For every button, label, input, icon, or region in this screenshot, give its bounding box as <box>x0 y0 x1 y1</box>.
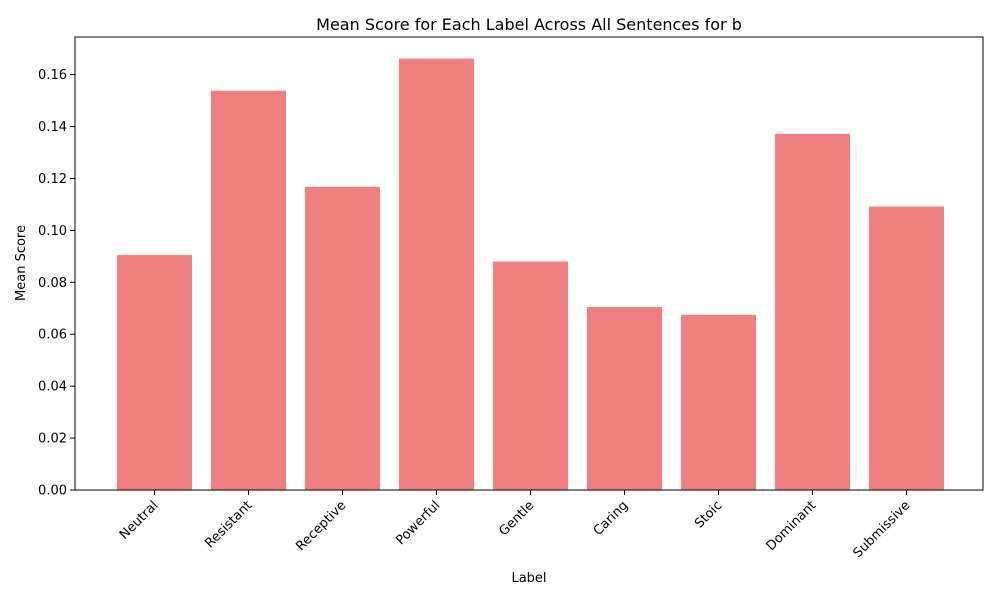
x-tick-label: Receptive <box>293 498 349 554</box>
y-tick-label: 0.14 <box>38 120 67 135</box>
y-tick-label: 0.06 <box>38 328 67 343</box>
x-axis-label: Label <box>511 571 546 586</box>
x-tick-label: Caring <box>591 498 632 539</box>
bars-group <box>117 58 944 491</box>
bar-stoic <box>681 314 756 490</box>
y-tick-label: 0.02 <box>38 432 67 447</box>
chart-title: Mean Score for Each Label Across All Sen… <box>316 15 742 34</box>
y-tick-label: 0.16 <box>38 68 67 83</box>
x-tick-label: Resistant <box>202 498 255 551</box>
plot-frame <box>74 36 984 491</box>
bar-resistant <box>211 90 286 490</box>
bar-gentle <box>493 261 568 490</box>
bar-receptive <box>305 186 380 490</box>
bar-powerful <box>399 58 474 491</box>
bar-caring <box>587 306 662 490</box>
y-tick-label: 0.08 <box>38 276 67 291</box>
bar-neutral <box>117 255 192 490</box>
x-tick-label: Neutral <box>117 498 162 543</box>
y-tick-label: 0.00 <box>38 484 67 499</box>
bar-submissive <box>869 206 944 490</box>
y-axis: 0.00 0.02 0.04 0.06 0.08 0.10 0.12 0.14 0.16 <box>38 68 75 499</box>
x-tick-label: Powerful <box>393 498 443 548</box>
x-tick-label: Stoic <box>692 498 725 531</box>
x-tick-label: Gentle <box>496 498 537 539</box>
y-axis-label: Mean Score <box>14 225 29 301</box>
y-tick-label: 0.12 <box>38 172 67 187</box>
x-tick-label: Dominant <box>764 498 820 554</box>
y-tick-label: 0.10 <box>38 224 67 239</box>
x-tick-label: Submissive <box>850 498 913 561</box>
bar-dominant <box>775 133 850 490</box>
y-tick-label: 0.04 <box>38 380 67 395</box>
x-axis: Neutral Resistant Receptive Powerful Gentle C… <box>117 490 913 561</box>
